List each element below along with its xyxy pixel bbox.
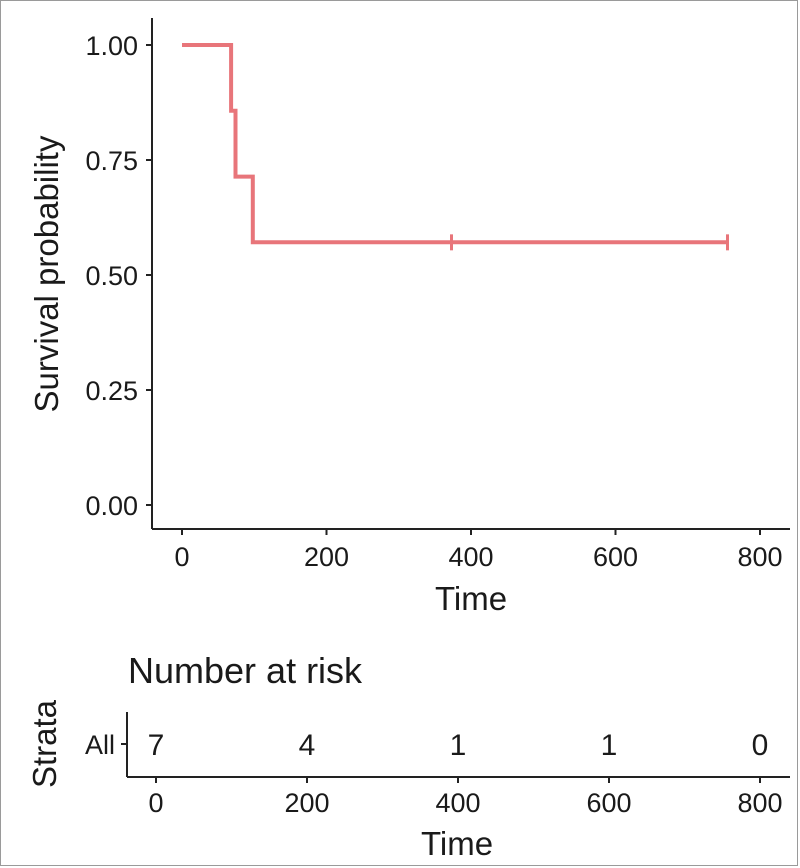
survival-curve-layer	[182, 43, 729, 251]
x-tick-label: 400	[448, 542, 493, 572]
risk-table-x-label: Time	[421, 825, 493, 862]
risk-x-tick-label: 800	[737, 788, 782, 818]
x-ticks: 0 200 400 600 800	[174, 529, 783, 572]
survival-axes: 0.00 0.25 0.50 0.75 1.00 0 200 400 600 800 Survi…	[28, 18, 790, 617]
risk-x-tick-label: 400	[435, 788, 480, 818]
risk-count: 0	[752, 729, 769, 762]
risk-table-strata-label: All	[85, 730, 115, 760]
risk-count: 1	[601, 729, 618, 762]
x-tick-label: 600	[593, 542, 638, 572]
risk-x-tick-label: 200	[284, 788, 329, 818]
risk-count: 1	[450, 729, 467, 762]
risk-table: Number at risk All Strata 7 4 1 1 0 0 200 400 6…	[26, 650, 790, 862]
risk-x-tick-label: 0	[148, 788, 163, 818]
y-tick-label: 0.00	[85, 491, 138, 521]
y-tick-label: 0.50	[85, 261, 138, 291]
y-ticks: 0.00 0.25 0.50 0.75 1.00	[85, 31, 152, 521]
risk-table-title: Number at risk	[128, 650, 363, 691]
risk-x-ticks: 0 200 400 600 800	[148, 777, 783, 818]
y-tick-label: 1.00	[85, 31, 138, 61]
x-tick-label: 0	[174, 542, 189, 572]
y-tick-label: 0.75	[85, 146, 138, 176]
risk-table-y-label: Strata	[26, 699, 63, 788]
risk-counts: 7 4 1 1 0	[148, 729, 769, 762]
risk-x-tick-label: 600	[586, 788, 631, 818]
x-tick-label: 200	[304, 542, 349, 572]
y-tick-label: 0.25	[85, 376, 138, 406]
x-tick-label: 800	[737, 542, 782, 572]
risk-count: 7	[148, 729, 165, 762]
risk-count: 4	[299, 729, 316, 762]
x-axis-label: Time	[435, 580, 507, 617]
survival-curve	[182, 43, 728, 245]
y-axis-label: Survival probability	[28, 135, 65, 412]
